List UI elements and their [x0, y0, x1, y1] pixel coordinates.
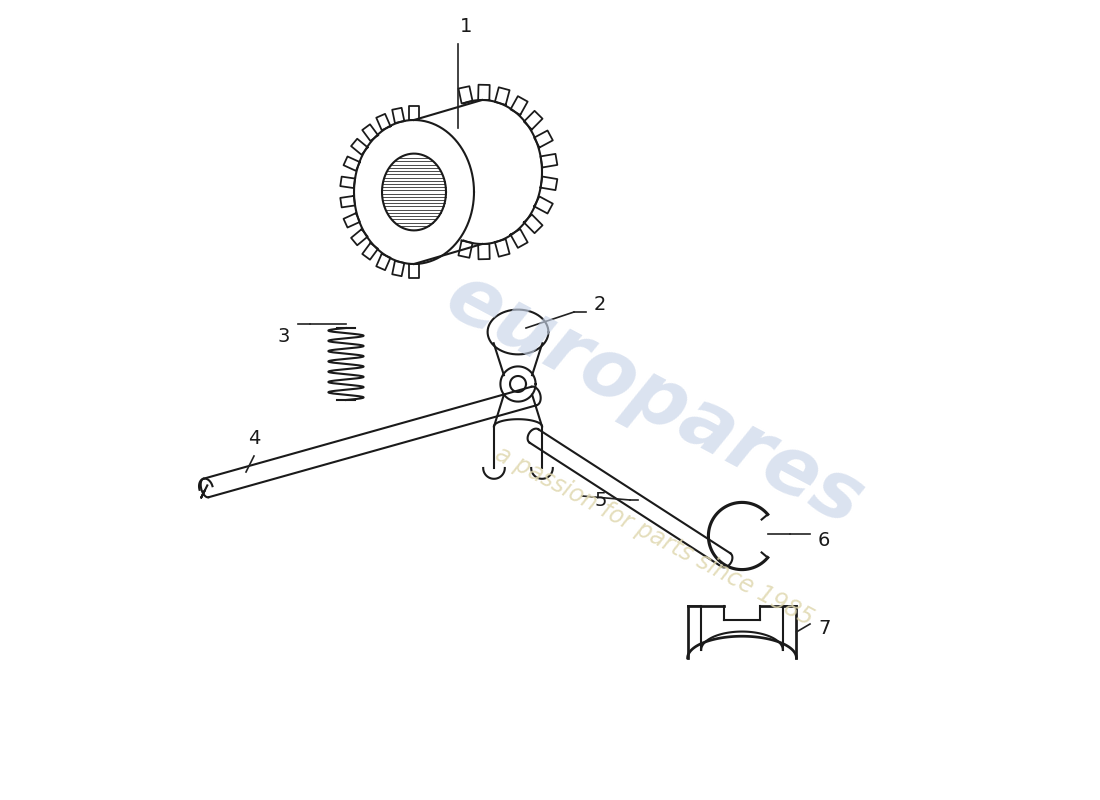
Text: 7: 7: [818, 618, 830, 638]
Text: 5: 5: [594, 490, 606, 510]
Text: 2: 2: [594, 294, 606, 314]
Text: 4: 4: [248, 429, 261, 448]
Text: 6: 6: [818, 530, 830, 550]
Text: europares: europares: [432, 258, 876, 542]
Text: a passion for parts since 1985: a passion for parts since 1985: [491, 442, 817, 630]
Text: 1: 1: [460, 17, 472, 36]
Text: 3: 3: [277, 326, 290, 346]
